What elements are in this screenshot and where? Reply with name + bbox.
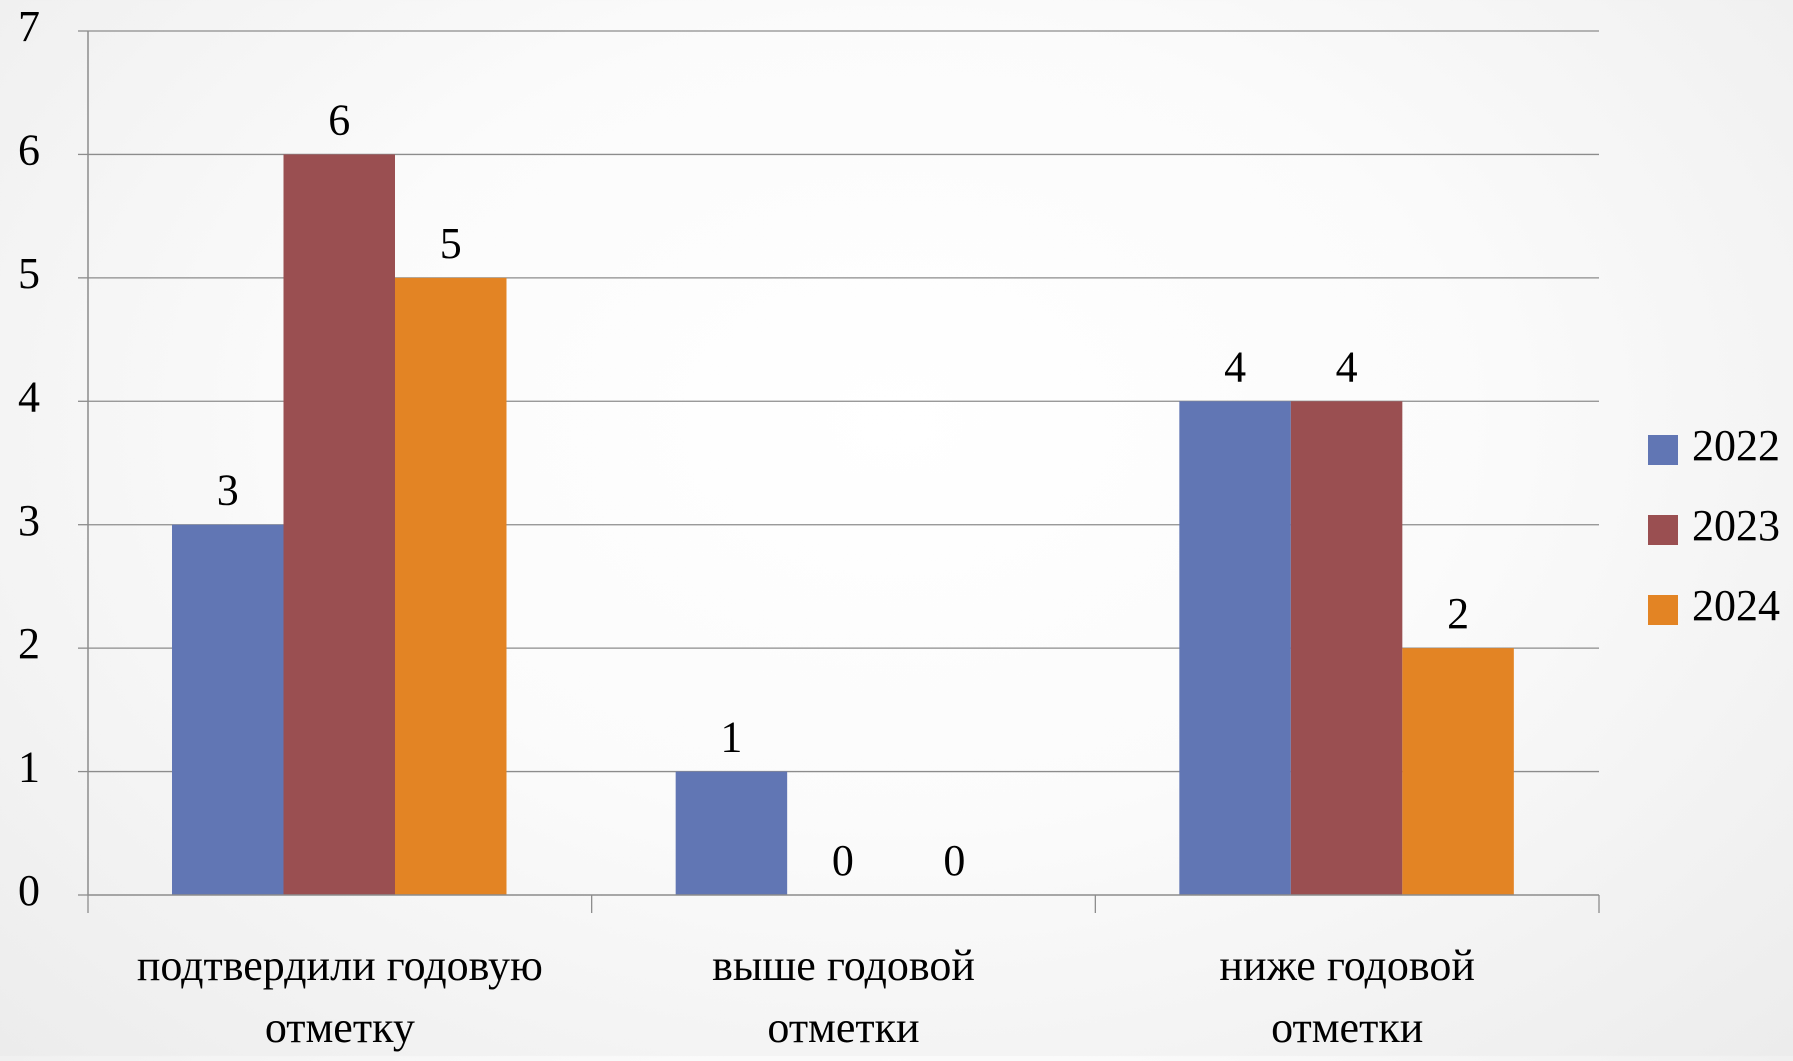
data-label: 5 — [440, 219, 462, 268]
y-tick-label: 5 — [18, 249, 40, 298]
data-label: 0 — [943, 836, 965, 885]
x-tick-label: отметку — [265, 1003, 415, 1052]
bars — [172, 154, 1514, 895]
bar-2022-3 — [1179, 401, 1291, 895]
y-tick-label: 0 — [18, 866, 40, 915]
data-label: 2 — [1447, 589, 1469, 638]
legend-swatch-2024 — [1648, 595, 1678, 625]
data-label: 0 — [832, 836, 854, 885]
bar-2022-1 — [172, 524, 284, 895]
y-tick-label: 3 — [18, 496, 40, 545]
bar-2024-1 — [395, 277, 507, 895]
bar-2022-2 — [675, 771, 788, 895]
legend-swatch-2022 — [1648, 435, 1678, 465]
y-tick-label: 6 — [18, 126, 40, 175]
x-tick-label: ниже годовой — [1219, 941, 1475, 990]
legend: 2022 2023 2024 — [1648, 421, 1780, 630]
x-tick-label: выше годовой — [712, 941, 975, 990]
bar-2023-3 — [1290, 401, 1403, 895]
data-labels: 3 1 4 6 0 4 5 0 2 — [217, 95, 1469, 885]
data-label: 1 — [720, 713, 742, 762]
legend-label: 2022 — [1692, 421, 1780, 470]
x-tick-label: отметки — [767, 1003, 919, 1052]
data-label: 4 — [1336, 342, 1358, 391]
x-tick-label: отметки — [1271, 1003, 1423, 1052]
data-label: 3 — [217, 466, 239, 515]
y-tick-label: 7 — [18, 2, 40, 51]
data-label: 6 — [328, 95, 350, 144]
data-label: 4 — [1224, 342, 1246, 391]
x-tick-label: подтвердили годовую — [137, 941, 543, 990]
y-tick-label: 4 — [18, 372, 40, 421]
axes: 0 1 2 3 4 5 6 7 подтвердили годовую отметку выше г… — [18, 2, 1600, 1052]
legend-label: 2023 — [1692, 501, 1780, 550]
legend-label: 2024 — [1692, 581, 1780, 630]
y-tick-label: 1 — [18, 743, 40, 792]
bar-2024-3 — [1402, 648, 1514, 895]
y-tick-label: 2 — [18, 619, 40, 668]
legend-swatch-2023 — [1648, 515, 1678, 545]
bar-2023-1 — [283, 154, 395, 895]
